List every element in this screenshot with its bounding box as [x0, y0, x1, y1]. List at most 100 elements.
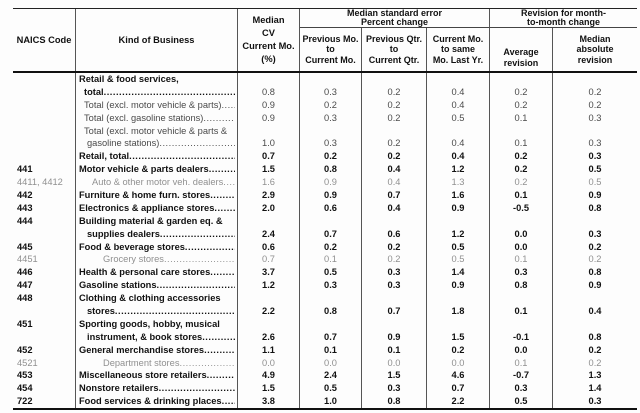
avg-revision-cell: 0.1 — [490, 111, 553, 125]
se-prev-qtr-cell: 0.2 — [362, 253, 427, 267]
kind-of-business-cell: instrument, & book stores ..............… — [76, 330, 238, 344]
se-prev-qtr-cell: 0.9 — [362, 330, 427, 344]
naics-cell — [13, 150, 76, 164]
kind-of-business-cell: Auto & other motor veh. dealers ........… — [76, 176, 238, 190]
median-cv-cell — [238, 214, 300, 228]
dot-leader: ........................................… — [158, 383, 235, 394]
median-cv-cell: 1.0 — [238, 137, 300, 151]
table-row: 443 Electronics & appliance stores ......… — [13, 201, 637, 215]
table-row: 441 Motor vehicle & parts dealers .......… — [13, 163, 637, 177]
kind-of-business-cell: Gasoline stations ......................… — [76, 279, 238, 293]
table-row: Total (excl. motor vehicle & parts & — [13, 124, 637, 138]
kind-of-business-label: gasoline stations) — [87, 138, 160, 149]
median-cv-cell — [238, 124, 300, 138]
kind-of-business-cell: Sporting goods, hobby, musical — [76, 317, 238, 331]
dot-leader: ........................................… — [159, 228, 235, 239]
median-abs-revision-cell: 0.5 — [588, 177, 602, 188]
median-cv-cell: 0.7 — [238, 150, 300, 164]
se-prev-qtr-cell: 0.7 — [362, 305, 427, 318]
dot-leader: ........................................… — [223, 177, 235, 188]
column-group-revision: Revision for month- to-month change — [490, 8, 637, 28]
median-cv-cell: 0.9 — [238, 111, 300, 125]
naics-cell: 446 — [13, 266, 76, 280]
naics-cell — [13, 124, 76, 138]
se-curr-mo-yr-cell: 0.9 — [427, 279, 490, 293]
se-prev-mo-cell: 0.5 — [300, 382, 362, 396]
avg-revision-cell: 0.5 — [490, 395, 553, 409]
naics-cell: 4521 — [13, 356, 76, 370]
table-row: 446 Health & personal care stores .......… — [13, 266, 637, 280]
se-curr-mo-yr-cell: 0.4 — [427, 150, 490, 164]
median-abs-revision-cell: 1.4 — [588, 383, 602, 394]
median-cv-cell: 1.2 — [238, 279, 300, 293]
median-abs-revision-cell — [553, 215, 637, 228]
median-cv-cell: 1.5 — [238, 163, 300, 177]
kind-of-business-label: Clothing & clothing accessories — [79, 293, 221, 304]
kind-of-business-cell: Total (excl. motor vehicle & parts) ....… — [76, 98, 238, 112]
kind-of-business-label: Auto & other motor veh. dealers — [92, 177, 224, 188]
median-abs-revision-cell: 0.5 — [588, 164, 602, 175]
median-abs-revision-cell: 0.3 — [588, 112, 602, 123]
kind-of-business-label: Total (excl. motor vehicle & parts) — [84, 99, 222, 110]
se-curr-mo-yr-cell: 0.4 — [427, 98, 490, 112]
se-prev-qtr-cell: 0.6 — [362, 227, 427, 241]
table-row: 452 General merchandise stores ..........… — [13, 343, 637, 357]
se-prev-mo-cell — [300, 124, 362, 138]
se-prev-mo-cell — [300, 317, 362, 331]
naics-cell: 447 — [13, 279, 76, 293]
column-header-prev-mo-to-current-mo: Previous Mo. to Current Mo. — [300, 28, 362, 71]
se-prev-qtr-cell: 0.2 — [362, 240, 427, 254]
avg-revision-cell — [490, 292, 553, 306]
kind-of-business-label: Sporting goods, hobby, musical — [79, 318, 220, 329]
kind-of-business-label: Furniture & home furn. stores — [79, 190, 211, 201]
se-prev-mo-cell — [300, 292, 362, 306]
naics-cell: 722 — [13, 395, 76, 409]
se-prev-qtr-cell — [362, 73, 427, 86]
dot-leader: ........................................… — [202, 331, 235, 342]
median-abs-revision-cell — [553, 292, 637, 305]
se-prev-qtr-cell: 0.2 — [362, 137, 427, 151]
se-curr-mo-yr-cell: 1.8 — [427, 305, 490, 318]
avg-revision-cell: 0.1 — [490, 137, 553, 151]
kind-of-business-label: Electronics & appliance stores — [79, 202, 215, 213]
avg-revision-cell: 0.0 — [490, 240, 553, 254]
median-cv-cell — [238, 317, 300, 331]
median-abs-revision-cell: 0.2 — [588, 344, 602, 355]
se-curr-mo-yr-cell: 1.2 — [427, 163, 490, 177]
se-prev-qtr-cell: 0.0 — [362, 356, 427, 370]
median-cv-cell: 2.9 — [238, 189, 300, 202]
naics-cell: 454 — [13, 382, 76, 396]
avg-revision-cell: 0.2 — [490, 176, 553, 190]
naics-cell — [13, 305, 76, 318]
se-curr-mo-yr-cell: 0.7 — [427, 382, 490, 396]
kind-of-business-cell: Health & personal care stores ..........… — [76, 266, 238, 280]
median-abs-revision-cell — [553, 125, 637, 138]
se-curr-mo-yr-cell: 1.4 — [427, 266, 490, 280]
se-prev-mo-cell: 0.9 — [300, 176, 362, 190]
dot-leader: ........................................… — [203, 112, 235, 123]
dot-leader: ........................................… — [114, 306, 235, 317]
se-prev-qtr-cell: 0.2 — [362, 150, 427, 164]
kind-of-business-cell: Clothing & clothing accessories — [76, 292, 238, 306]
dot-leader: ........................................… — [156, 280, 236, 291]
se-curr-mo-yr-cell — [427, 317, 490, 331]
se-prev-mo-cell — [300, 73, 362, 86]
se-curr-mo-yr-cell: 1.3 — [427, 176, 490, 190]
table-row: instrument, & book stores ..............… — [13, 330, 637, 344]
column-header-median-cv: Median CV Current Mo. (%) — [238, 9, 300, 71]
kind-of-business-label: total — [84, 86, 104, 97]
kind-of-business-cell: Total (excl. gasoline stations) ........… — [76, 111, 238, 125]
se-prev-mo-cell: 2.4 — [300, 369, 362, 383]
naics-cell: 442 — [13, 189, 76, 202]
median-abs-revision-cell: 0.4 — [588, 306, 602, 317]
se-prev-mo-cell — [300, 214, 362, 228]
se-prev-qtr-cell: 0.2 — [362, 111, 427, 125]
kind-of-business-cell: Total (excl. motor vehicle & parts & — [76, 124, 238, 138]
median-abs-revision-cell: 0.2 — [588, 99, 602, 110]
se-prev-mo-cell: 0.2 — [300, 240, 362, 254]
se-prev-mo-cell: 0.5 — [300, 266, 362, 280]
median-cv-cell: 3.7 — [238, 266, 300, 280]
se-prev-mo-cell: 1.0 — [300, 395, 362, 409]
avg-revision-cell: -0.5 — [490, 201, 553, 215]
